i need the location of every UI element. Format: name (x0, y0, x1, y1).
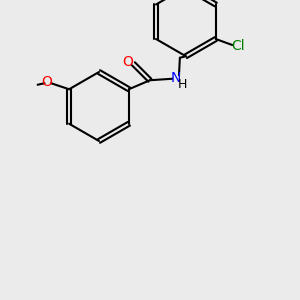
Text: H: H (178, 78, 188, 91)
Text: N: N (171, 71, 181, 85)
Text: O: O (41, 75, 52, 89)
Text: O: O (122, 55, 134, 69)
Text: Cl: Cl (231, 39, 244, 53)
